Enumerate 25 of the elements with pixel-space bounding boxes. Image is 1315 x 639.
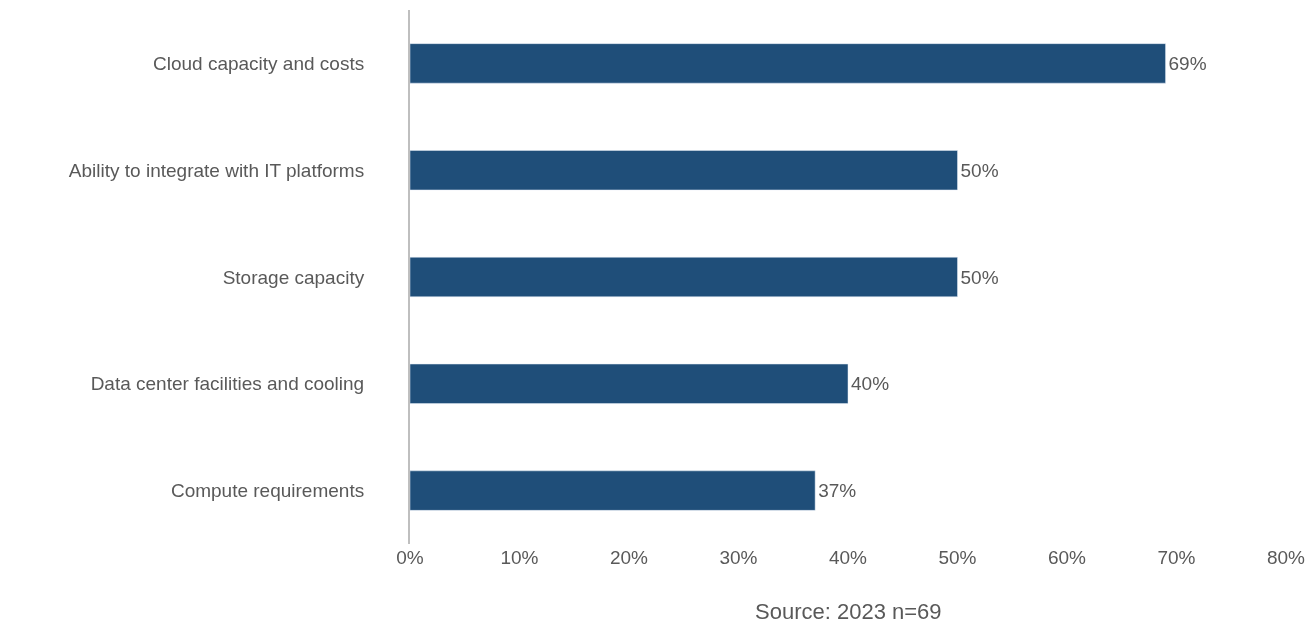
y-tick-label: Data center facilities and cooling bbox=[90, 373, 365, 395]
x-tick-label: 50% bbox=[938, 547, 977, 568]
data-label: 50% bbox=[960, 266, 999, 288]
y-tick-label: Cloud capacity and costs bbox=[152, 53, 365, 75]
x-tick-label: 40% bbox=[828, 547, 868, 568]
data-label: 69% bbox=[1168, 52, 1207, 74]
data-label: 40% bbox=[851, 373, 890, 395]
x-tick-label: 30% bbox=[719, 547, 758, 568]
y-tick-label: Ability to integrate with IT platforms bbox=[68, 159, 365, 181]
data-label: 37% bbox=[818, 480, 857, 502]
y-tick-label: Compute requirements bbox=[170, 480, 365, 502]
bar bbox=[410, 470, 816, 511]
bar bbox=[410, 150, 958, 191]
x-tick-label: 70% bbox=[1157, 547, 1196, 568]
data-label: 50% bbox=[960, 159, 999, 181]
bar bbox=[410, 256, 958, 298]
x-tick-label: 80% bbox=[1266, 547, 1306, 568]
bar bbox=[410, 43, 1166, 84]
bar bbox=[410, 363, 849, 404]
x-tick-label: 20% bbox=[609, 547, 649, 568]
x-tick-label: 60% bbox=[1047, 547, 1087, 568]
x-tick-label: 0% bbox=[396, 547, 424, 568]
x-tick-label: 10% bbox=[500, 547, 539, 568]
y-tick-label: Storage capacity bbox=[222, 266, 365, 288]
source-note: Source: 2023 n=69 bbox=[755, 599, 942, 624]
